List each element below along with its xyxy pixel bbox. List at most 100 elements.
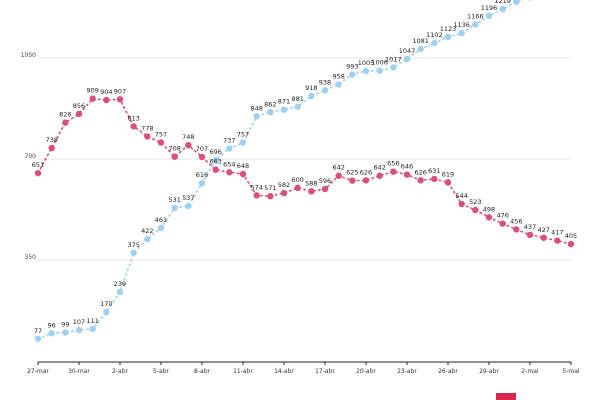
data-point-0-10 [171, 153, 178, 160]
x-tick-label: 5-abr [153, 368, 169, 375]
data-point-1-18 [280, 106, 288, 113]
data-label-0-36: 437 [524, 223, 536, 231]
data-point-0-33 [485, 214, 493, 221]
data-point-0-26 [390, 168, 397, 175]
data-point-1-32 [472, 21, 479, 28]
data-label-0-4: 909 [86, 87, 98, 95]
data-point-1-19 [294, 103, 301, 110]
data-label-0-32: 523 [469, 198, 481, 206]
data-point-1-29 [431, 39, 438, 47]
data-point-0-27 [403, 171, 411, 178]
data-point-0-38 [554, 237, 561, 244]
data-point-0-9 [157, 139, 165, 146]
data-point-0-15 [239, 170, 247, 178]
data-label-1-30: 1123 [440, 25, 457, 33]
data-label-1-8: 422 [141, 227, 153, 235]
data-point-1-27 [403, 55, 411, 63]
data-point-0-20 [308, 188, 315, 195]
data-label-1-20: 918 [305, 84, 317, 92]
data-label-0-5: 904 [100, 88, 112, 96]
data-label-0-22: 642 [332, 164, 344, 172]
data-label-0-21: 596 [319, 177, 331, 185]
data-label-1-11: 537 [182, 194, 194, 202]
data-label-1-16: 848 [250, 104, 262, 112]
data-label-1-29: 1102 [426, 31, 443, 39]
data-point-0-2 [62, 119, 69, 126]
x-tick-label: 14-abr [274, 368, 294, 375]
x-axis: 27-mar 30-mar 2-abr 5-abr 8-abr 11-abr 14-abr 1… [27, 362, 580, 375]
data-label-0-11: 748 [182, 133, 194, 141]
data-point-0-14 [226, 169, 233, 176]
data-point-0-13 [212, 166, 219, 173]
data-point-1-13 [212, 156, 219, 164]
data-label-1-2: 99 [61, 320, 69, 328]
data-label-1-5: 170 [100, 300, 112, 308]
data-point-0-36 [526, 231, 534, 239]
data-point-1-9 [157, 224, 165, 232]
data-label-0-7: 813 [127, 114, 139, 122]
data-label-0-31: 544 [455, 192, 467, 200]
y-tick-label: 700 [25, 153, 37, 160]
data-label-0-37: 427 [537, 226, 549, 234]
data-point-0-21 [321, 185, 329, 193]
data-point-1-3 [75, 326, 83, 334]
data-point-0-17 [267, 193, 274, 200]
data-point-0-5 [103, 96, 110, 104]
data-point-1-10 [171, 204, 178, 211]
data-label-0-2: 826 [59, 111, 71, 119]
data-label-1-3: 107 [73, 318, 85, 326]
data-point-0-23 [349, 177, 356, 184]
x-tick-label: 26-abr [438, 368, 458, 375]
data-point-0-35 [513, 226, 520, 233]
data-point-1-1 [48, 330, 55, 337]
grid [38, 57, 571, 363]
data-label-0-29: 631 [428, 167, 440, 175]
data-label-0-26: 656 [387, 160, 399, 168]
data-label-0-12: 707 [196, 145, 208, 153]
data-point-1-15 [239, 139, 247, 146]
logo-mark [496, 393, 516, 400]
x-tick-label: 27-mar [27, 368, 49, 375]
data-label-1-18: 871 [278, 98, 290, 106]
data-label-0-10: 708 [168, 145, 180, 153]
data-label-0-34: 476 [496, 212, 508, 220]
y-axis: 350 700 1050 [21, 52, 36, 261]
data-point-0-8 [144, 133, 151, 140]
data-label-0-15: 648 [237, 162, 249, 170]
x-tick-label: 8-abr [194, 368, 210, 375]
x-tick-label: 29-abr [479, 368, 499, 375]
data-point-0-0 [34, 169, 42, 177]
x-tick-label: 17-abr [315, 368, 335, 375]
data-label-1-23: 993 [346, 62, 358, 70]
data-label-1-32: 1166 [467, 13, 484, 21]
data-point-1-23 [349, 71, 356, 78]
data-label-1-1: 96 [48, 321, 56, 329]
data-point-1-21 [321, 87, 329, 94]
x-tick-label: 30-mar [68, 368, 90, 375]
data-label-1-28: 1081 [412, 37, 429, 45]
data-label-1-10: 531 [168, 196, 180, 204]
data-label-0-23: 625 [346, 169, 358, 177]
data-point-0-19 [294, 184, 301, 192]
data-label-0-18: 582 [278, 181, 290, 189]
data-label-0-39: 405 [565, 232, 577, 240]
data-label-0-17: 571 [264, 184, 276, 192]
data-point-1-11 [185, 202, 192, 210]
data-label-1-25: 1006 [371, 59, 388, 67]
x-tick-label: 23-abr [397, 368, 417, 375]
publisher-logo [496, 393, 516, 400]
data-label-1-9: 461 [155, 216, 167, 224]
data-label-0-33: 498 [483, 205, 495, 213]
data-label-1-26: 1017 [385, 56, 402, 64]
data-point-0-3 [75, 110, 83, 118]
data-point-0-30 [444, 179, 452, 186]
data-label-1-31: 1136 [453, 21, 470, 29]
data-point-0-1 [48, 144, 55, 152]
data-point-1-14 [226, 145, 233, 152]
data-point-0-39 [567, 240, 575, 248]
data-point-1-5 [103, 308, 110, 316]
data-label-1-13: 696 [209, 148, 221, 156]
